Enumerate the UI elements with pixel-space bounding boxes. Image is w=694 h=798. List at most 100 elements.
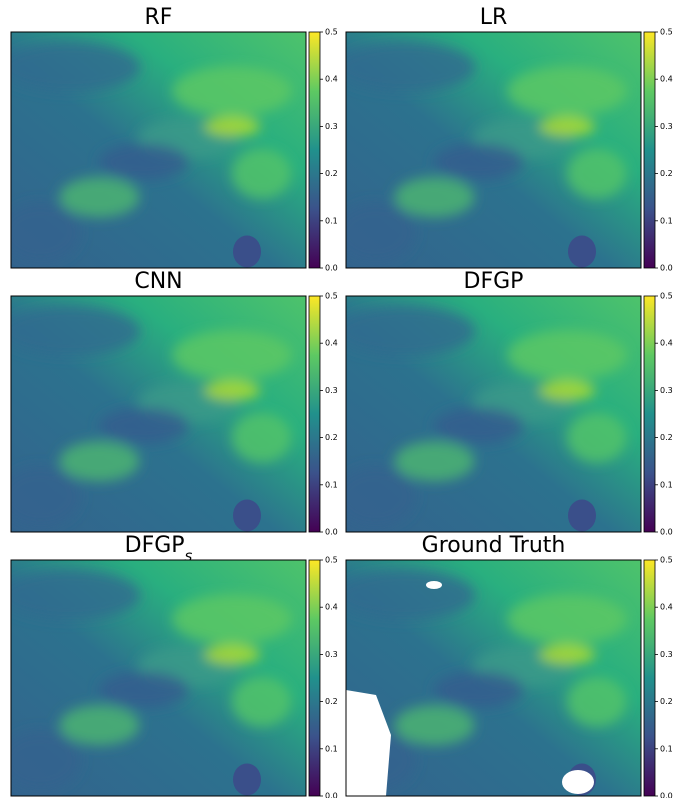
heatmap-region <box>346 570 475 621</box>
colorbar-tick-label: 0.2 <box>325 433 338 442</box>
colorbar-tick-label: 0.5 <box>660 292 673 301</box>
heatmap-image <box>11 296 306 532</box>
heatmap-region <box>566 412 627 463</box>
colorbar-tick-label: 0.5 <box>325 556 338 565</box>
heatmap-region <box>566 676 627 727</box>
lake <box>568 499 596 532</box>
missing-data <box>562 770 594 794</box>
title-text: DFGP <box>464 269 524 294</box>
title-text: LR <box>480 5 508 30</box>
colorbar-tick-label: 0.0 <box>660 264 673 273</box>
axes-frame <box>345 295 642 533</box>
colorbar-tick-label: 0.2 <box>660 433 673 442</box>
colorbar-tick-label: 0.0 <box>325 792 338 798</box>
heatmap-texture <box>11 306 293 527</box>
colorbar <box>308 559 321 797</box>
colorbar-tick-label: 0.5 <box>660 556 673 565</box>
heatmap-region <box>231 148 292 199</box>
panel-title: DFGPs <box>125 533 193 565</box>
colorbar <box>643 31 656 269</box>
heatmap-texture <box>11 42 293 263</box>
colorbar-tick-label: 0.4 <box>660 603 673 612</box>
heatmap-region <box>231 412 292 463</box>
heatmap-region <box>98 671 189 708</box>
title-text: DFGP <box>125 533 185 558</box>
colorbar-tick-label: 0.1 <box>325 216 338 225</box>
colorbar-tick-label: 0.1 <box>325 480 338 489</box>
colorbar-tick-label: 0.4 <box>325 603 338 612</box>
heatmap-region <box>394 705 475 746</box>
colorbar-tick-label: 0.0 <box>325 264 338 273</box>
heatmap-texture <box>346 570 628 791</box>
heatmap-texture <box>346 42 628 263</box>
colorbar-tick-label: 0.1 <box>660 216 673 225</box>
heatmap-region <box>566 148 627 199</box>
colorbar-tick-label: 0.1 <box>660 480 673 489</box>
colorbar-tick-label: 0.1 <box>325 744 338 753</box>
colorbar-tick-label: 0.0 <box>325 528 338 537</box>
colorbar-tick-label: 0.0 <box>660 528 673 537</box>
lake <box>233 763 261 796</box>
heatmap-region <box>346 42 475 93</box>
panel: DFGP 0.0 0.1 0.2 0.3 0.4 0.5 <box>345 269 673 537</box>
colorbar-tick-label: 0.3 <box>325 386 338 395</box>
colorbar-tick-label: 0.5 <box>660 28 673 37</box>
panel: Ground Truth 0.0 0.1 0.2 0.3 0.4 0.5 <box>345 533 673 798</box>
heatmap-region <box>204 116 261 137</box>
heatmap-image <box>346 296 641 532</box>
heatmap-region <box>172 330 293 380</box>
colorbar-tick-label: 0.5 <box>325 292 338 301</box>
panel-title: RF <box>145 5 173 30</box>
lake <box>233 499 261 532</box>
heatmap-region <box>433 143 524 180</box>
heatmap-region <box>539 380 596 401</box>
heatmap-image <box>11 32 306 268</box>
heatmap-region <box>59 441 140 482</box>
colorbar-tick-label: 0.3 <box>325 122 338 131</box>
colorbar-tick-label: 0.3 <box>660 386 673 395</box>
colorbar-tick-label: 0.4 <box>660 75 673 84</box>
colorbar-tick-label: 0.3 <box>660 650 673 659</box>
heatmap-region <box>59 705 140 746</box>
missing-data <box>346 690 391 796</box>
panel-title: Ground Truth <box>422 533 566 558</box>
heatmap-region <box>433 407 524 444</box>
colorbar-tick-label: 0.4 <box>325 339 338 348</box>
heatmap-image <box>346 560 641 796</box>
panel-title: CNN <box>134 269 182 294</box>
heatmap-region <box>98 143 189 180</box>
colorbar-tick-label: 0.3 <box>660 122 673 131</box>
heatmap-region <box>98 407 189 444</box>
heatmap-region <box>539 116 596 137</box>
axes-frame <box>10 295 307 533</box>
panel: LR 0.0 0.1 0.2 0.3 0.4 0.5 <box>345 5 673 273</box>
heatmap-texture <box>11 570 293 791</box>
heatmap-region <box>346 202 416 263</box>
panel-title: LR <box>480 5 508 30</box>
panel: RF 0.0 0.1 0.2 0.3 0.4 0.5 <box>10 5 338 273</box>
title-text: CNN <box>134 269 182 294</box>
axes-frame <box>10 31 307 269</box>
lake <box>568 235 596 268</box>
axes-frame <box>345 559 642 797</box>
title-subscript: s <box>185 547 193 565</box>
heatmap-region <box>172 66 293 116</box>
heatmap-region <box>346 306 475 357</box>
heatmap-region <box>394 441 475 482</box>
heatmap-region <box>539 644 596 665</box>
panel: CNN 0.0 0.1 0.2 0.3 0.4 0.5 <box>10 269 338 537</box>
heatmap-region <box>394 177 475 218</box>
colorbar-tick-label: 0.2 <box>325 697 338 706</box>
heatmap-region <box>11 42 140 93</box>
panel-title: DFGP <box>464 269 524 294</box>
heatmap-region <box>346 466 416 527</box>
heatmap-region <box>59 177 140 218</box>
colorbar-tick-label: 0.1 <box>660 744 673 753</box>
colorbar-tick-label: 0.2 <box>325 169 338 178</box>
colorbar-tick-label: 0.5 <box>325 28 338 37</box>
title-text: Ground Truth <box>422 533 566 558</box>
colorbar-tick-label: 0.4 <box>325 75 338 84</box>
colorbar-tick-label: 0.2 <box>660 697 673 706</box>
heatmap-region <box>11 202 81 263</box>
heatmap-region <box>204 644 261 665</box>
